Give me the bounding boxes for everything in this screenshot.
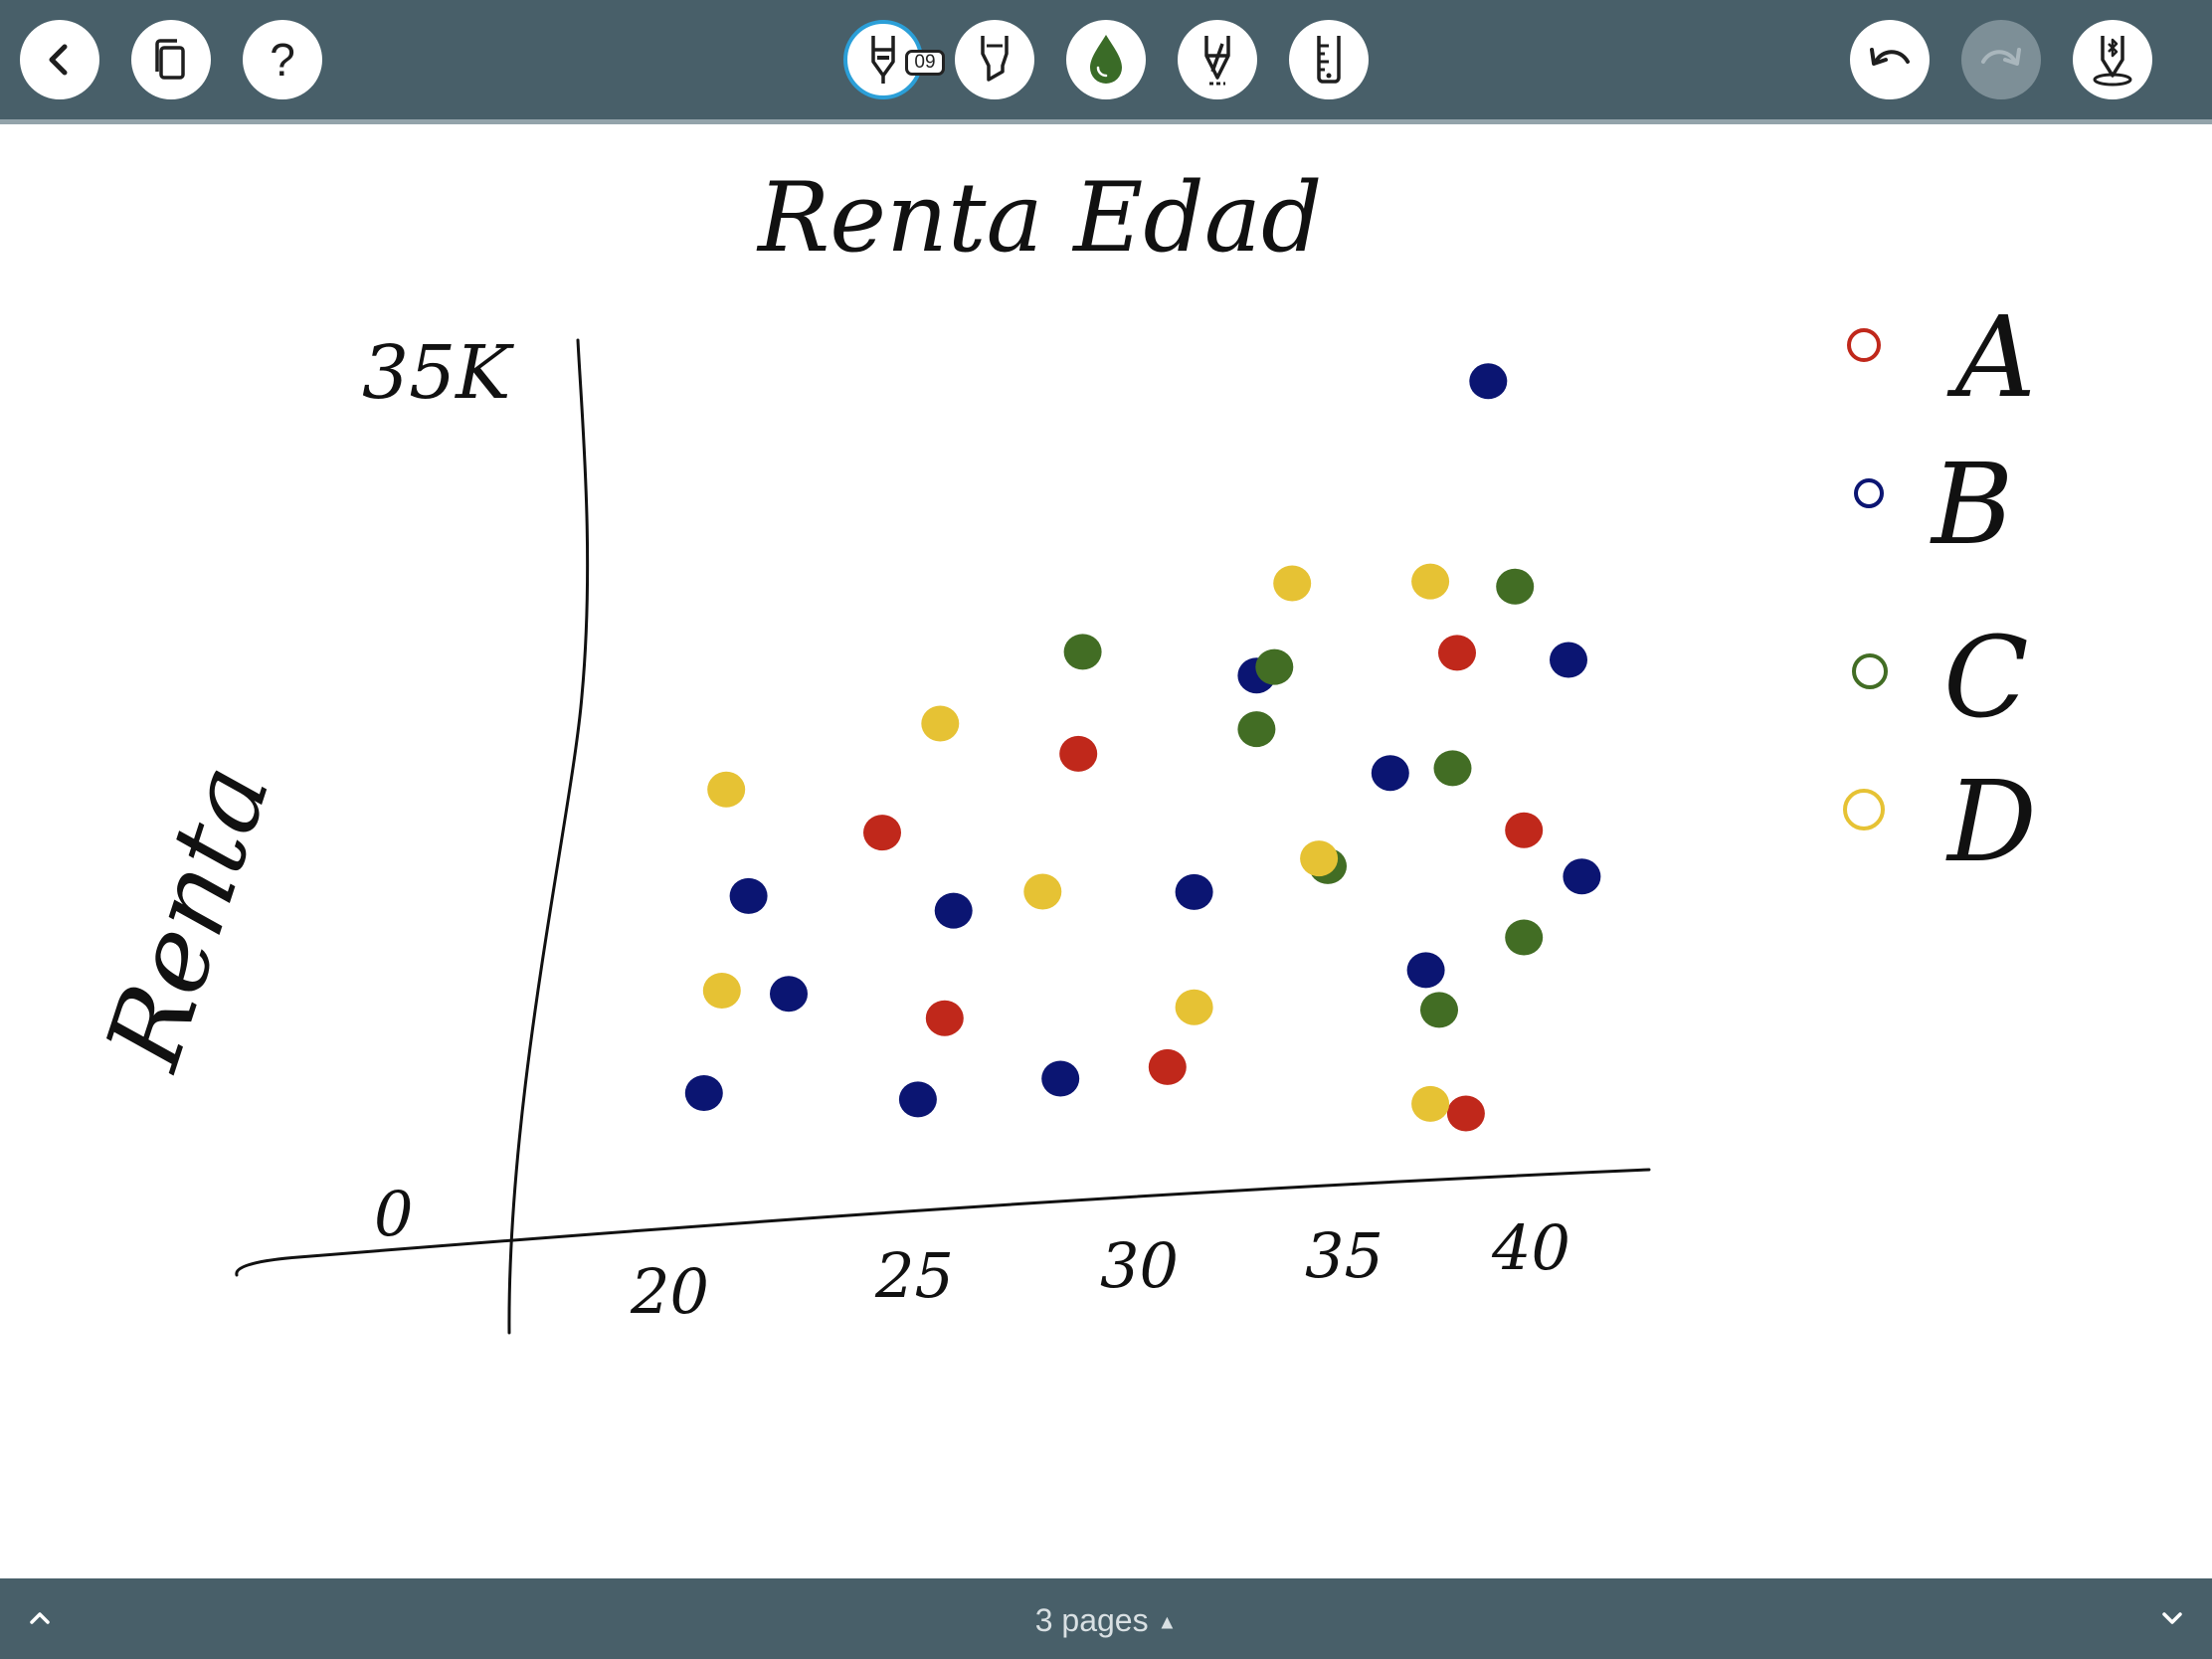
y-axis-label: Renta [82,751,293,1084]
scatter-point-a [1438,635,1476,671]
top-toolbar: ? 09 [0,0,2212,124]
pen-tool-button[interactable]: 09 [843,20,945,99]
scatter-point-a [1059,735,1098,772]
scatter-point-a [1446,1095,1485,1132]
x-axis-stroke [235,1168,1651,1277]
scatter-point-b [770,976,808,1013]
legend-swatch [1852,653,1888,689]
back-button[interactable] [20,20,99,99]
scatter-point-b [684,1075,723,1111]
scatter-point-c [1420,992,1458,1028]
legend-label: C [1943,614,2029,743]
scatter-point-b [1371,755,1409,792]
legend-item-a: A [1847,293,2036,423]
scatter-point-d [702,973,741,1009]
legend-swatch [1843,789,1885,830]
scatter-point-b [1041,1060,1080,1097]
scatter-point-c [1237,711,1276,748]
scatter-point-d [1411,1085,1450,1122]
x-tick-label: 30 [1100,1229,1179,1302]
drawing-canvas[interactable]: Renta Edad Renta 35K 0 20 25 30 35 40 A … [0,124,2212,1578]
scatter-point-a [925,1000,964,1036]
legend-swatch [1847,328,1881,362]
scroll-down-button[interactable] [2152,1598,2192,1638]
legend-item-b: B [1854,441,2013,570]
scatter-point-c [1433,750,1472,787]
chart-title: Renta Edad [756,162,1322,274]
ruler-icon [1317,36,1341,84]
scatter-point-d [707,771,746,808]
scatter-point-d [1411,563,1450,600]
legend-item-c: C [1852,614,2029,743]
highlighter-icon [981,36,1009,82]
page-count-toggle[interactable]: 3 pages ▲ [0,1600,2212,1643]
fountain-pen-icon [871,36,895,84]
scatter-points [684,363,1601,1132]
scatter-point-b [898,1081,937,1118]
pen-size-badge: 09 [905,50,945,76]
scatter-point-a [863,815,901,851]
scatter-point-c [1505,919,1544,956]
redo-icon [1981,48,2021,66]
page-count-label: 3 pages [1034,1602,1149,1638]
highlighter-tool-button[interactable] [955,20,1034,99]
scatter-point-c [1063,634,1102,670]
redo-button[interactable] [1961,20,2041,99]
scatter-point-c [1496,568,1535,605]
scatter-point-b [1563,858,1601,895]
y-top-tick-label: 35K [362,330,514,416]
help-button[interactable]: ? [243,20,322,99]
chevron-up-icon [30,1612,50,1624]
scatter-point-b [1406,952,1445,989]
scatter-point-b [934,892,973,929]
x-tick-label: 40 [1491,1211,1570,1284]
legend-label: B [1930,441,2013,570]
x-tick-labels: 20 25 30 35 40 [630,1211,1570,1328]
y-bottom-tick-label: 0 [374,1178,413,1250]
ruler-tool-button[interactable] [1289,20,1369,99]
x-tick-label: 25 [874,1239,954,1312]
scatter-point-a [1505,812,1544,848]
scatter-point-d [1175,989,1213,1025]
stylus-button[interactable] [2073,20,2152,99]
legend-item-d: D [1843,758,2037,887]
legend-label: A [1946,293,2036,423]
scatter-point-b [1175,873,1213,910]
eraser-icon [1204,36,1230,86]
legend-label: D [1945,758,2037,887]
x-tick-label: 20 [630,1255,709,1328]
scatter-point-d [1273,565,1312,602]
scatter-point-c [1255,648,1294,685]
question-icon: ? [270,34,295,86]
chevron-down-icon [2162,1612,2182,1624]
undo-button[interactable] [1850,20,1930,99]
undo-icon [1870,48,1910,66]
scatter-point-d [921,705,960,742]
copy-pages-icon [155,39,185,80]
scatter-point-b [1550,642,1587,678]
scatter-point-b [1469,363,1508,400]
ink-drop-icon [1090,35,1122,84]
scatter-point-a [1148,1048,1187,1085]
pages-button[interactable] [131,20,211,99]
y-axis-stroke [507,338,590,1335]
scatter-point-d [1023,873,1062,910]
caret-up-icon: ▲ [1157,1611,1178,1634]
bluetooth-stylus-icon [2093,36,2132,87]
chevron-left-icon [49,44,68,76]
scroll-up-button[interactable] [20,1598,60,1638]
color-button[interactable] [1066,20,1146,99]
scatter-point-b [729,877,768,914]
legend-swatch [1854,478,1884,508]
x-tick-label: 35 [1305,1219,1383,1292]
scatter-point-d [1300,840,1339,877]
eraser-tool-button[interactable] [1178,20,1257,99]
bottom-bar: 3 pages ▲ [0,1578,2212,1659]
legend: A B C D [1843,293,2037,887]
